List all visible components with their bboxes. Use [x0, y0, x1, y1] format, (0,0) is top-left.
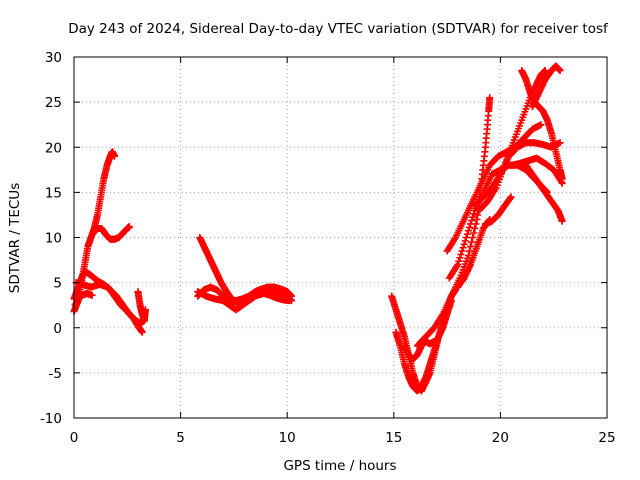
data-point [467, 220, 475, 228]
data-point [454, 261, 462, 269]
series-2 [89, 223, 133, 243]
y-tick-label: 30 [45, 50, 62, 66]
data-point [468, 238, 476, 246]
x-tick-label: 20 [492, 430, 509, 446]
data-point [460, 240, 468, 248]
series-14 [443, 121, 545, 255]
data-point [537, 121, 545, 129]
data-point [465, 247, 473, 255]
data-point [468, 217, 476, 225]
x-axis-label: GPS time / hours [283, 458, 396, 474]
data-point [125, 223, 133, 231]
data-point [471, 224, 479, 232]
y-tick-label: 10 [45, 231, 62, 247]
series-12 [400, 337, 438, 363]
series-23 [454, 215, 494, 291]
series-16 [471, 139, 564, 210]
series-6 [134, 288, 149, 325]
data-point [461, 237, 469, 245]
series-4 [72, 279, 146, 336]
x-tick-label: 25 [598, 430, 615, 446]
y-tick-label: -10 [40, 411, 62, 427]
y-tick-label: 5 [53, 276, 62, 292]
grid [74, 57, 607, 418]
series-17 [475, 67, 549, 214]
data-point [469, 234, 477, 241]
x-tick-label: 15 [385, 430, 402, 446]
data-point [470, 210, 478, 218]
data-point [556, 67, 564, 75]
data-point [462, 234, 470, 241]
data-point [463, 230, 471, 238]
data-point [541, 67, 549, 75]
y-tick-label: 20 [45, 140, 62, 156]
data-point [486, 215, 494, 223]
data-point [141, 306, 149, 314]
series-22 [507, 154, 566, 187]
data-point [459, 244, 467, 252]
data-point [88, 291, 96, 299]
data-point [558, 179, 566, 187]
y-axis-label: SDTVAR / TECUs [7, 183, 23, 293]
chart-title: Day 243 of 2024, Sidereal Day-to-day VTE… [68, 21, 609, 37]
data-point [430, 337, 438, 345]
y-tick-label: 0 [53, 321, 62, 337]
data-point [467, 243, 475, 251]
data-point [111, 152, 119, 160]
data-point [470, 229, 478, 237]
data-point [287, 297, 295, 305]
data-point [455, 257, 463, 265]
axis-ticks: 0 5 10 15 20 25 -10 -5 0 5 10 15 20 25 30 [40, 50, 616, 446]
series-20 [522, 161, 566, 225]
data-point [138, 328, 146, 336]
data-point [486, 94, 494, 102]
y-tick-label: -5 [49, 366, 62, 382]
series-9 [194, 286, 295, 314]
data-point [456, 254, 464, 262]
data-points [70, 62, 566, 395]
x-tick-label: 5 [176, 430, 185, 446]
series-11 [392, 297, 455, 395]
x-tick-label: 0 [70, 430, 79, 446]
data-point [464, 227, 472, 235]
data-point [465, 223, 473, 231]
data-point [457, 250, 465, 258]
x-tick-label: 10 [279, 430, 296, 446]
data-point [458, 247, 466, 255]
series-19 [528, 62, 564, 111]
y-tick-label: 25 [45, 95, 62, 111]
data-point [507, 193, 515, 201]
y-tick-label: 15 [45, 185, 62, 201]
data-point [469, 213, 477, 221]
data-point [556, 139, 564, 147]
data-point [558, 217, 566, 225]
